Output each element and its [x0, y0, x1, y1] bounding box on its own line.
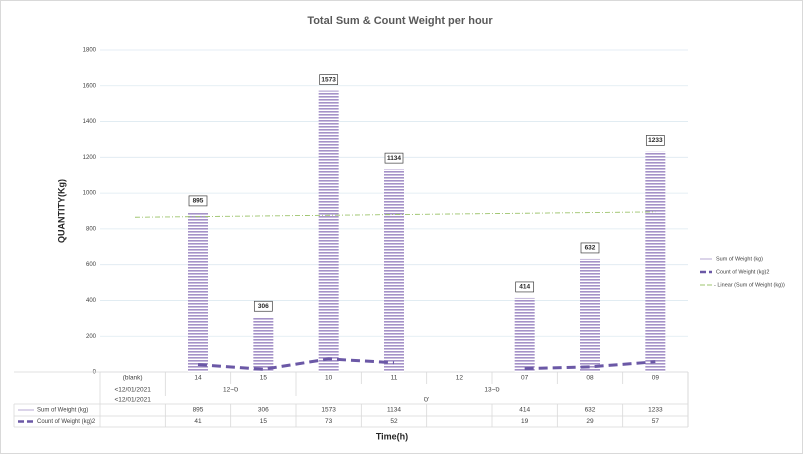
data-label-box — [645, 135, 665, 146]
y-tick-label: 600 — [86, 262, 97, 268]
bar — [384, 169, 404, 372]
y-axis-title: QUANTITY(Kg) — [56, 179, 66, 243]
data-label-box — [580, 242, 600, 254]
data-label: 632 — [585, 245, 596, 252]
data-label: 414 — [519, 284, 530, 291]
data-label: 895 — [193, 198, 204, 205]
y-tick-label: 1400 — [83, 119, 97, 125]
y-tick-label: 1800 — [83, 48, 97, 54]
table-cell: 29 — [586, 418, 594, 425]
table-series-name: Sum of Weight (kg) — [37, 408, 88, 414]
bar — [514, 297, 535, 372]
y-tick-label: 800 — [86, 226, 97, 232]
table-cell: 73 — [325, 418, 333, 425]
group-label: <12/01/2021 — [115, 387, 152, 394]
bar — [580, 258, 600, 372]
bar — [318, 90, 339, 372]
legend-label: Count of Weight (kg)2 — [716, 269, 769, 275]
data-label-box — [384, 152, 404, 164]
table-cell: 1573 — [321, 407, 336, 414]
x-tick-label: 07 — [521, 375, 529, 382]
group-label: <12/01/2021 — [115, 397, 152, 404]
x-tick-label: 14 — [194, 375, 202, 382]
y-tick-label: 0 — [93, 370, 97, 376]
x-tick-label: (blank) — [123, 375, 143, 382]
table-cell: 1134 — [387, 407, 401, 414]
trendline — [134, 211, 656, 218]
data-label-box — [188, 195, 208, 207]
table-cell: 41 — [194, 418, 202, 425]
table-cell: 19 — [521, 418, 529, 425]
y-tick-label: 400 — [86, 298, 97, 304]
count-line — [524, 360, 656, 371]
data-label: 1573 — [321, 76, 336, 83]
table-cell: 895 — [193, 407, 204, 414]
data-label-box — [253, 300, 273, 312]
y-tick-label: 1600 — [83, 83, 97, 89]
table-cell: 15 — [260, 418, 268, 425]
group-label: ס~13 — [484, 387, 499, 394]
table-cell: 52 — [390, 418, 398, 425]
x-tick-label: 09 — [652, 375, 660, 382]
data-label-box — [319, 74, 339, 85]
chart-title: Total Sum & Count Weight per hour — [307, 15, 493, 27]
bar — [645, 151, 666, 372]
table-cell: 414 — [519, 407, 530, 414]
y-tick-label: 1200 — [83, 155, 97, 161]
legend-label: - Linear (Sum of Weight (kg)) — [714, 282, 785, 288]
bar — [253, 317, 274, 372]
y-tick-label: 1000 — [83, 191, 97, 197]
table-cell: 632 — [585, 407, 596, 414]
table-cell: 1233 — [648, 407, 663, 414]
x-tick-label: 08 — [586, 375, 594, 382]
count-line — [197, 357, 395, 371]
data-label: 1233 — [648, 137, 663, 144]
x-tick-label: 15 — [260, 375, 268, 382]
bar — [188, 211, 208, 372]
x-tick-label: 11 — [391, 375, 398, 382]
legend-label: Sum of Weight (kg) — [716, 256, 763, 262]
group-label: ס' — [424, 397, 430, 404]
table-cell: 306 — [258, 407, 269, 414]
data-label: 306 — [258, 303, 269, 310]
x-axis-title: Time(h) — [376, 431, 408, 441]
group-label: ס~12 — [223, 387, 238, 394]
data-label-box — [515, 281, 535, 293]
y-tick-label: 200 — [86, 334, 97, 340]
table-cell: 57 — [652, 418, 660, 425]
x-tick-label: 10 — [325, 375, 333, 382]
table-series-name: Count of Weight (kg)2 — [37, 419, 96, 425]
x-tick-label: 12 — [456, 375, 464, 382]
data-label: 1134 — [387, 155, 401, 162]
